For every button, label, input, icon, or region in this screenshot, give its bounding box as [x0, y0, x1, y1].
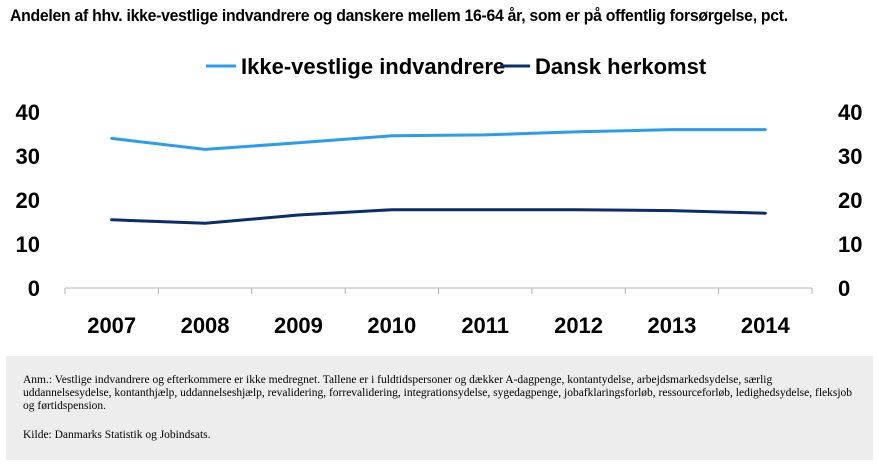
note-box: Anm.: Vestlige indvandrere og efterkomme…	[6, 356, 873, 460]
legend-label-dansk-herkomst: Dansk herkomst	[535, 54, 707, 79]
x-tick-label: 2012	[554, 313, 603, 338]
y-tick-label-left: 30	[16, 144, 40, 169]
y-tick-label-left: 0	[28, 276, 40, 301]
series-lines	[110, 128, 767, 225]
x-tick-label: 2011	[461, 313, 509, 338]
y-tick-label-left: 40	[16, 100, 40, 125]
y-tick-label-right: 0	[838, 276, 850, 301]
x-tick-label: 2007	[87, 313, 136, 338]
legend-label-ikke-vestlige: Ikke-vestlige indvandrere	[241, 54, 505, 79]
series-line-dansk-herkomst	[110, 208, 767, 225]
y-tick-label-right: 10	[838, 232, 862, 257]
axes: 2007 2008 2009 2010 2011 2012 2013 2014 0 0 10 10 20…	[16, 100, 863, 338]
y-tick-label-left: 20	[16, 188, 40, 213]
series-line-ikke-vestlige	[110, 128, 767, 151]
x-tick-label: 2014	[741, 313, 791, 338]
chart-title: Andelen af hhv. ikke-vestlige indvandrer…	[10, 6, 788, 25]
legend: Ikke-vestlige indvandrere Dansk herkomst	[206, 54, 707, 79]
line-chart: Ikke-vestlige indvandrere Dansk herkomst…	[16, 54, 863, 338]
note-text: Anm.: Vestlige indvandrere og efterkomme…	[23, 374, 853, 412]
x-tick-label: 2009	[274, 313, 323, 338]
y-tick-label-left: 10	[16, 232, 40, 257]
y-tick-label-right: 20	[838, 188, 862, 213]
y-tick-label-right: 40	[838, 100, 862, 125]
source-text: Kilde: Danmarks Statistik og Jobindsats.	[23, 429, 211, 441]
x-tick-label: 2008	[181, 313, 230, 338]
x-tick-label: 2013	[647, 313, 696, 338]
y-tick-label-right: 30	[838, 144, 862, 169]
x-tick-label: 2010	[367, 313, 416, 338]
